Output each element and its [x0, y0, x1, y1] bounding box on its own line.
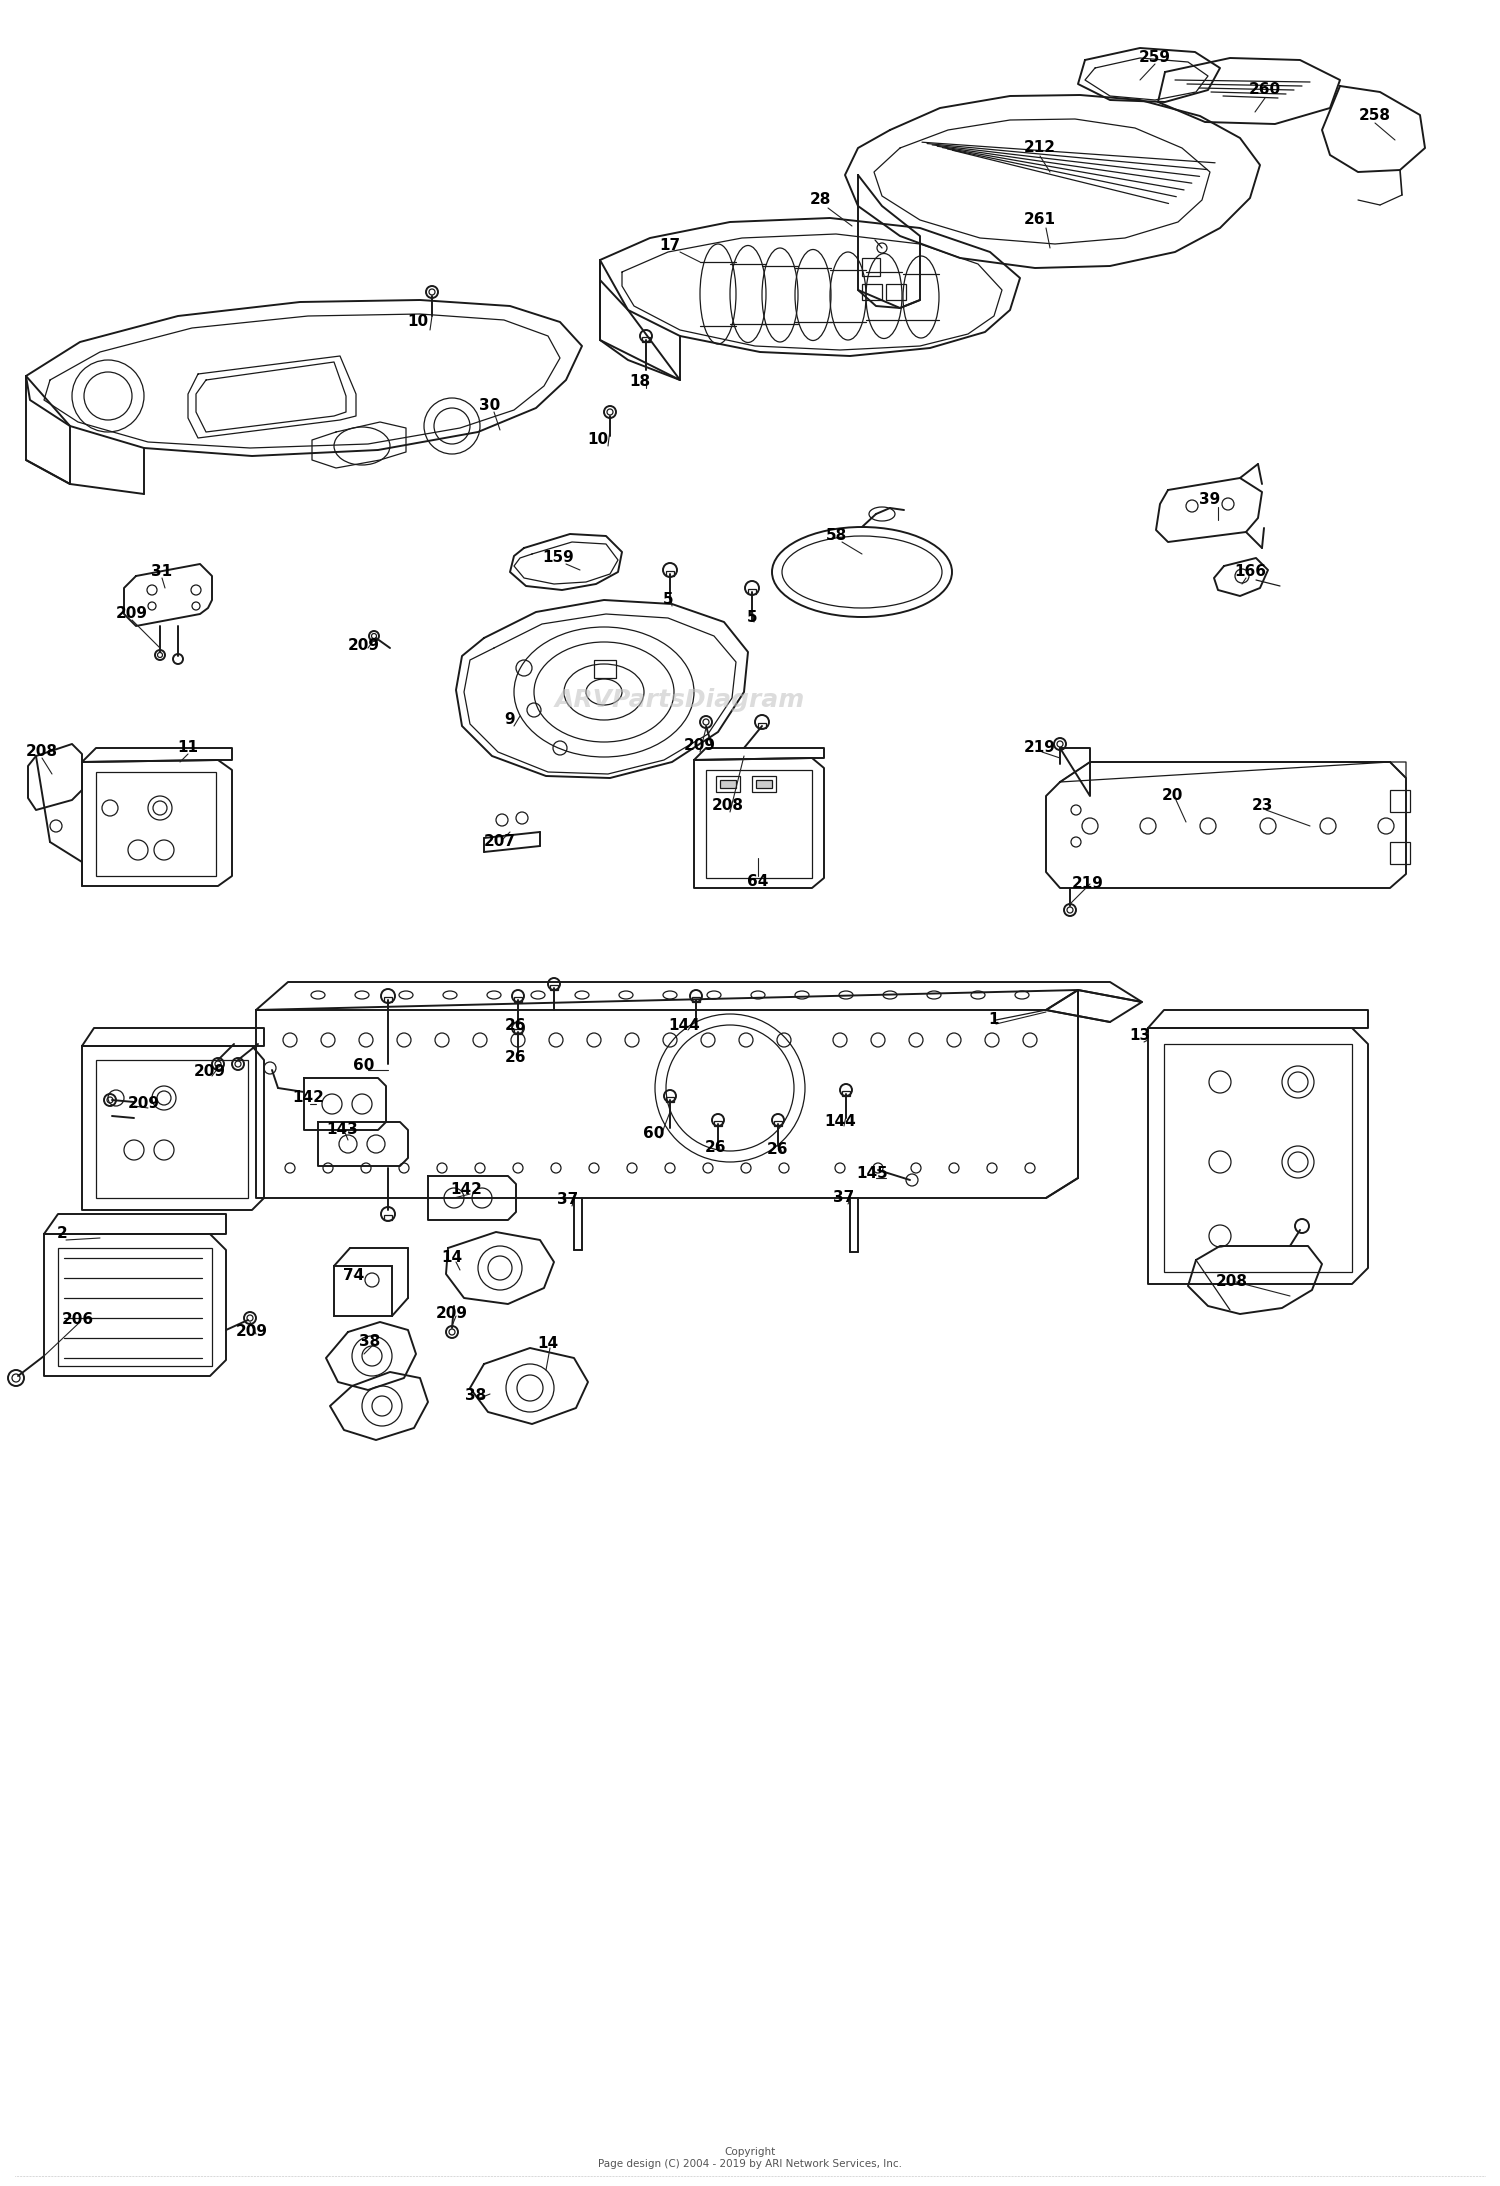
- Text: 58: 58: [825, 527, 846, 542]
- Text: 17: 17: [660, 238, 681, 254]
- Text: 212: 212: [1024, 140, 1056, 155]
- Text: 14: 14: [537, 1336, 558, 1351]
- Text: 159: 159: [542, 551, 574, 566]
- Bar: [774, 1121, 782, 1126]
- Text: 64: 64: [747, 874, 768, 890]
- Text: 5: 5: [747, 610, 758, 625]
- Text: 20: 20: [1161, 789, 1182, 804]
- Text: 5: 5: [663, 592, 674, 608]
- Bar: [842, 1091, 850, 1095]
- Text: 208: 208: [26, 745, 58, 759]
- Text: 10: 10: [408, 315, 429, 330]
- Text: 60: 60: [644, 1126, 664, 1141]
- Text: 259: 259: [1138, 50, 1172, 66]
- Text: 38: 38: [465, 1388, 486, 1403]
- Bar: [550, 986, 558, 990]
- Bar: [756, 780, 772, 787]
- Text: 39: 39: [1200, 492, 1221, 507]
- Bar: [752, 776, 776, 791]
- Text: 208: 208: [712, 798, 744, 813]
- Text: 207: 207: [484, 835, 516, 850]
- Bar: [96, 1060, 248, 1198]
- Text: 18: 18: [630, 374, 651, 389]
- Text: 9: 9: [504, 713, 516, 728]
- Text: 258: 258: [1359, 107, 1390, 122]
- Text: 10: 10: [588, 433, 609, 448]
- Text: 206: 206: [62, 1312, 94, 1327]
- Text: 144: 144: [824, 1115, 856, 1130]
- Text: 23: 23: [1251, 798, 1272, 813]
- Text: 26: 26: [506, 1051, 526, 1065]
- Text: 209: 209: [436, 1307, 468, 1323]
- Text: 30: 30: [480, 398, 501, 413]
- Text: 261: 261: [1024, 212, 1056, 227]
- Text: 219: 219: [1072, 877, 1104, 892]
- Text: 144: 144: [668, 1019, 700, 1034]
- Bar: [714, 1121, 722, 1126]
- Bar: [886, 284, 906, 299]
- Bar: [1390, 789, 1410, 811]
- Bar: [384, 997, 392, 1001]
- Text: 60: 60: [354, 1058, 375, 1073]
- Bar: [666, 1097, 674, 1102]
- Text: 13: 13: [1130, 1027, 1150, 1043]
- Bar: [594, 660, 616, 678]
- Text: 26: 26: [705, 1141, 726, 1156]
- Text: 219: 219: [1024, 741, 1056, 756]
- Text: 208: 208: [1216, 1274, 1248, 1290]
- Bar: [514, 1030, 522, 1034]
- Text: 26: 26: [506, 1019, 526, 1034]
- Text: 209: 209: [116, 606, 148, 621]
- Text: Copyright
Page design (C) 2004 - 2019 by ARI Network Services, Inc.: Copyright Page design (C) 2004 - 2019 by…: [598, 2147, 902, 2169]
- Bar: [384, 1215, 392, 1220]
- Bar: [758, 724, 766, 728]
- Text: 209: 209: [684, 739, 716, 754]
- Text: 74: 74: [344, 1268, 364, 1283]
- Text: 28: 28: [810, 192, 831, 208]
- Bar: [666, 571, 674, 575]
- Text: 1: 1: [988, 1012, 999, 1027]
- Text: 209: 209: [128, 1097, 160, 1110]
- Bar: [862, 258, 880, 275]
- Text: 142: 142: [450, 1183, 482, 1198]
- Text: 37: 37: [558, 1194, 579, 1207]
- Text: 38: 38: [360, 1333, 381, 1349]
- Text: 209: 209: [236, 1325, 268, 1340]
- Bar: [716, 776, 740, 791]
- Bar: [642, 337, 650, 341]
- Text: 209: 209: [194, 1065, 226, 1080]
- Bar: [692, 997, 700, 1001]
- Text: 26: 26: [766, 1143, 789, 1159]
- Bar: [862, 284, 882, 299]
- Text: 260: 260: [1250, 83, 1281, 98]
- Text: 142: 142: [292, 1091, 324, 1106]
- Bar: [720, 780, 736, 787]
- Bar: [334, 1266, 392, 1316]
- Bar: [96, 772, 216, 877]
- Bar: [1164, 1045, 1352, 1272]
- Text: 209: 209: [348, 638, 380, 654]
- Bar: [706, 769, 812, 879]
- Text: 11: 11: [177, 741, 198, 756]
- Bar: [58, 1248, 211, 1366]
- Bar: [1390, 842, 1410, 863]
- Text: 143: 143: [326, 1121, 358, 1137]
- Bar: [514, 997, 522, 1001]
- Text: 166: 166: [1234, 564, 1266, 579]
- Text: 37: 37: [834, 1191, 855, 1204]
- Text: 14: 14: [441, 1250, 462, 1266]
- Bar: [748, 588, 756, 595]
- Text: 145: 145: [856, 1167, 888, 1180]
- Text: 31: 31: [152, 564, 172, 579]
- Text: ARVPartsDiagram: ARVPartsDiagram: [555, 689, 806, 713]
- Text: 2: 2: [57, 1226, 68, 1242]
